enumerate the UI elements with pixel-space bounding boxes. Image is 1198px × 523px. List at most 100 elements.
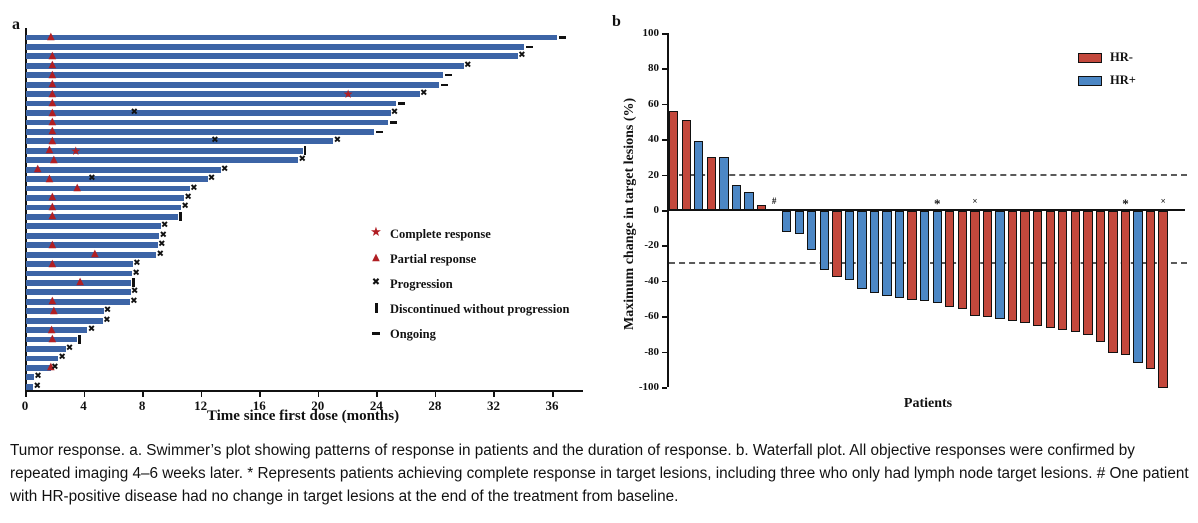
partial-response-icon: ▲ xyxy=(48,115,57,127)
progression-end-icon: ✖ xyxy=(333,135,342,146)
waterfall-y-tick xyxy=(662,103,667,106)
complete-response-icon: ★ xyxy=(70,143,82,158)
waterfall-bar xyxy=(957,211,968,309)
swimmer-bar xyxy=(26,110,391,116)
progression-end-icon: ✖ xyxy=(518,50,526,61)
ongoing-icon xyxy=(389,121,397,124)
waterfall-bar xyxy=(756,204,767,210)
swimmer-bar xyxy=(26,157,299,164)
progression-end-icon: ✖ xyxy=(298,154,307,165)
swimmer-bar xyxy=(26,119,388,126)
swimmer-bar xyxy=(26,213,179,220)
swimmer-bar xyxy=(26,280,132,286)
partial-response-icon: ▲ xyxy=(48,125,57,137)
waterfall-y-tick-label: 20 xyxy=(648,168,659,181)
swimmer-bar xyxy=(26,232,160,239)
partial-response-icon: ▲ xyxy=(48,238,57,250)
partial-response-icon: ▲ xyxy=(48,97,57,109)
waterfall-y-axis-title: Maximum change in target lesions (%) xyxy=(622,97,637,330)
star-icon: ★ xyxy=(370,225,382,240)
waterfall-plot-panel: b 100 80 60 40 20 0 -20 -40 -60 -80 -100 # * × * × Maxi… xyxy=(600,0,1198,435)
waterfall-plot-canvas: 100 80 60 40 20 0 -20 -40 -60 -80 -100 # * × * × xyxy=(600,0,1198,435)
swimmer-bar xyxy=(26,147,303,154)
waterfall-bar xyxy=(982,211,993,318)
swimmer-bar xyxy=(26,365,51,371)
waterfall-zero-line xyxy=(667,208,1185,212)
swimmer-bar xyxy=(26,34,558,41)
waterfall-bar xyxy=(807,211,817,251)
waterfall-bar xyxy=(894,211,905,298)
swimmer-bar xyxy=(26,374,35,381)
swimmer-x-tick xyxy=(259,391,261,397)
triangle-icon: ▲ xyxy=(372,252,380,263)
waterfall-y-tick xyxy=(662,33,667,35)
swimmer-bar xyxy=(26,223,161,230)
progression-end-icon: ✖ xyxy=(207,173,216,184)
swimmer-legend-label: Ongoing xyxy=(390,327,436,341)
swimmer-x-tick-label: 0 xyxy=(21,398,29,413)
partial-response-icon: ▲ xyxy=(48,68,57,80)
waterfall-y-tick-label: -20 xyxy=(644,239,659,252)
progression-end-icon: ✖ xyxy=(157,239,166,250)
partial-response-icon: ▲ xyxy=(76,276,85,288)
partial-response-icon: ▲ xyxy=(48,78,57,90)
waterfall-y-tick-label: -60 xyxy=(644,310,659,323)
swimmer-legend-label: Progression xyxy=(390,277,453,291)
partial-response-icon: ▲ xyxy=(48,191,57,203)
swimmer-legend-item: Ongoing xyxy=(366,326,596,342)
progression-end-icon: ✖ xyxy=(220,164,229,175)
waterfall-bar xyxy=(781,211,792,233)
swimmer-x-tick-label: 20 xyxy=(311,398,325,413)
partial-response-icon: ▲ xyxy=(33,163,42,175)
waterfall-bar xyxy=(681,119,691,210)
progression-end-icon: ✖ xyxy=(420,88,428,99)
swimmer-x-tick xyxy=(376,391,378,397)
progression-end-icon: ✖ xyxy=(132,268,140,278)
partial-response-icon: ▲ xyxy=(48,210,57,222)
swimmer-x-tick xyxy=(493,391,495,397)
complete-response-mark: * xyxy=(934,196,941,211)
progression-end-icon: ✖ xyxy=(463,60,472,71)
waterfall-bar xyxy=(882,211,892,297)
waterfall-bar xyxy=(744,192,754,210)
partial-response-icon: ▲ xyxy=(90,248,99,260)
partial-response-icon: ▲ xyxy=(48,257,57,269)
progression-end-icon: ✖ xyxy=(34,371,42,382)
swimmer-bar xyxy=(26,129,375,135)
partial-response-icon: ▲ xyxy=(45,144,54,156)
no-change-mark: # xyxy=(771,196,777,206)
partial-response-icon: ▲ xyxy=(48,295,57,307)
reference-line xyxy=(669,173,1187,176)
swimmer-bar xyxy=(26,346,66,352)
waterfall-bar xyxy=(1045,211,1055,328)
swimmer-x-tick-label: 36 xyxy=(545,398,559,413)
waterfall-bar xyxy=(1108,211,1118,353)
swimmer-bar xyxy=(26,176,208,182)
ongoing-icon xyxy=(398,102,406,105)
swimmer-legend-item: ★ Complete response xyxy=(366,226,596,242)
waterfall-bar xyxy=(995,211,1005,320)
swimmer-x-tick-label: 28 xyxy=(428,398,442,413)
waterfall-bar xyxy=(907,211,917,300)
dash-icon xyxy=(372,332,380,335)
waterfall-bar xyxy=(694,140,704,210)
progression-end-icon: ✖ xyxy=(130,286,139,297)
panel-b-label: b xyxy=(612,13,621,30)
swimmer-bar xyxy=(26,91,420,98)
progression-end-icon: ✖ xyxy=(58,352,66,363)
panel-a-label: a xyxy=(12,16,20,33)
waterfall-bar xyxy=(1020,211,1030,323)
swimmer-bar xyxy=(26,72,444,79)
swimmer-x-tick-label: 24 xyxy=(369,398,383,413)
waterfall-bar xyxy=(1133,211,1143,364)
progression-end-icon: ✖ xyxy=(159,230,167,241)
swimmer-x-tick-label: 4 xyxy=(80,398,87,413)
progression-end-icon: ✖ xyxy=(87,324,96,335)
discontinued-icon xyxy=(179,212,182,222)
waterfall-bar xyxy=(869,211,880,293)
waterfall-bar xyxy=(1083,211,1093,336)
waterfall-bar xyxy=(794,211,804,235)
cross-icon: ✖ xyxy=(371,277,381,288)
partial-response-icon: ▲ xyxy=(48,87,57,99)
waterfall-bar xyxy=(920,211,930,302)
